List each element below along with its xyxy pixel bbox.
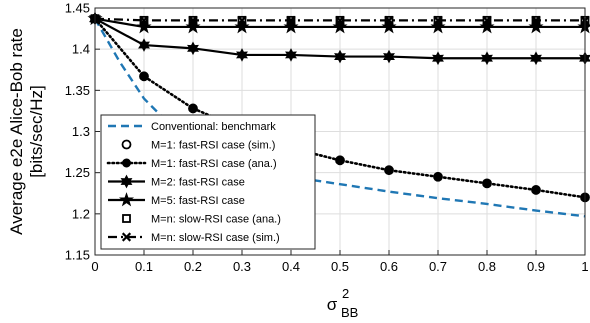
legend-marker (120, 174, 133, 189)
legend-label: Conventional: benchmark (151, 121, 276, 133)
data-point (188, 103, 198, 113)
x-ticks: 0 0.1 0.2 0.3 0.4 0.5 0.6 0.7 0.8 0.9 1 (91, 250, 589, 274)
legend-label: M=1: fast-RSI case (sim.) (151, 140, 275, 152)
data-point (285, 48, 297, 62)
data-point (136, 19, 152, 34)
data-point (138, 38, 150, 52)
data-point (432, 51, 444, 66)
y-tick-label: 1.35 (65, 83, 90, 98)
x-tick-label: 0.5 (331, 259, 349, 274)
legend-label: M=5: fast-RSI case (151, 195, 245, 207)
data-point (384, 15, 394, 25)
series-line (94, 17, 585, 22)
legend-entry: M=n: slow-RSI case (sim.) (108, 232, 280, 244)
y-tick-label: 1.45 (65, 1, 90, 16)
x-tick-label: 0.1 (135, 259, 153, 274)
legend-entry: M=n: slow-RSI case (ana.) (122, 214, 281, 226)
x-axis-title-subscript: BB (341, 305, 358, 320)
legend-marker (121, 232, 132, 242)
y-axis-title-line-1: Average e2e Alice-Bob rate (7, 28, 26, 235)
data-point (335, 15, 345, 25)
legend-marker (118, 192, 135, 207)
data-point (384, 165, 394, 175)
y-tick-label: 1.15 (65, 248, 90, 263)
data-point (187, 41, 199, 56)
x-tick-label: 0.7 (429, 259, 447, 274)
legend-label: M=1: fast-RSI case (ana.) (151, 158, 277, 170)
legend-label: M=2: fast-RSI case (151, 177, 245, 189)
x-tick-label: 0.9 (527, 259, 545, 274)
legend-entry: M=2: fast-RSI case (108, 174, 245, 189)
data-point (479, 19, 495, 34)
data-point (482, 15, 492, 25)
data-point (335, 155, 345, 165)
legend-marker (122, 158, 131, 168)
data-point (139, 15, 149, 25)
x-tick-label: 1 (581, 259, 588, 274)
data-point (381, 19, 397, 34)
data-point (283, 19, 299, 34)
axis-titles: σ 2 BB Average e2e Alice-Bob rate [bits/… (7, 28, 358, 320)
legend-marker (121, 139, 132, 150)
data-point (332, 19, 348, 34)
data-point (531, 185, 541, 195)
data-point (383, 49, 395, 64)
y-ticks: 1.15 1.2 1.25 1.3 1.35 1.4 1.45 (65, 1, 100, 263)
y-axis-title-line-2: [bits/sec/Hz] (27, 85, 46, 178)
x-axis-title: σ (327, 295, 338, 314)
data-point (334, 49, 346, 64)
x-axis-title-superscript: 2 (342, 286, 349, 301)
y-tick-label: 1.25 (65, 165, 90, 180)
legend-label: M=n: slow-RSI case (ana.) (151, 214, 281, 226)
data-point (237, 15, 247, 25)
series-5 (87, 10, 590, 34)
data-point (531, 15, 541, 25)
data-point (236, 48, 248, 62)
legend-entry: M=1: fast-RSI case (sim.) (121, 139, 275, 152)
legend-entry: M=1: fast-RSI case (ana.) (106, 158, 277, 170)
data-point (433, 172, 443, 182)
x-tick-label: 0.6 (380, 259, 398, 274)
data-point (482, 178, 492, 188)
x-tick-label: 0.3 (233, 259, 251, 274)
legend-label: M=n: slow-RSI case (sim.) (151, 232, 280, 244)
legend-entry: M=5: fast-RSI case (108, 192, 245, 207)
data-point (188, 15, 198, 25)
legend-marker (122, 214, 131, 223)
y-tick-label: 1.3 (72, 124, 90, 139)
legend-entry: Conventional: benchmark (108, 121, 276, 133)
x-tick-label: 0 (91, 259, 98, 274)
data-point (528, 19, 544, 34)
y-tick-label: 1.4 (72, 42, 90, 57)
x-tick-label: 0.8 (478, 259, 496, 274)
y-tick-label: 1.2 (72, 206, 90, 221)
data-point (430, 19, 446, 34)
data-point (481, 51, 493, 66)
x-tick-label: 0.2 (184, 259, 202, 274)
data-point (139, 71, 149, 81)
data-point (286, 15, 296, 25)
x-axis-title-symbol: σ (327, 295, 338, 314)
data-point (530, 51, 542, 66)
data-point (237, 15, 247, 25)
x-tick-label: 0.4 (282, 259, 300, 274)
data-point (433, 15, 443, 25)
series-4 (89, 11, 590, 66)
data-point (234, 19, 250, 34)
legend: Conventional: benchmark M=1: fast-RSI cas… (100, 114, 316, 250)
data-point (185, 19, 201, 34)
